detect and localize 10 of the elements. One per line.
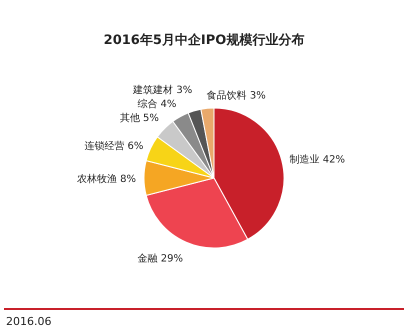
slice-label: 食品饮料 3%	[206, 89, 266, 102]
chart-title: 2016年5月中企IPO规模行业分布	[104, 33, 304, 48]
slice-label: 制造业 42%	[290, 154, 345, 166]
slice-label: 综合 4%	[137, 98, 176, 110]
slice-label: 农林牧渔 8%	[76, 173, 136, 185]
slice-label: 建筑建材 3%	[132, 84, 192, 96]
slice-label: 连锁经营 6%	[84, 140, 144, 152]
text: 2016.06	[6, 315, 52, 328]
slice-label: 其他 5%	[120, 112, 159, 124]
slice-label: 金融 29%	[138, 252, 184, 265]
